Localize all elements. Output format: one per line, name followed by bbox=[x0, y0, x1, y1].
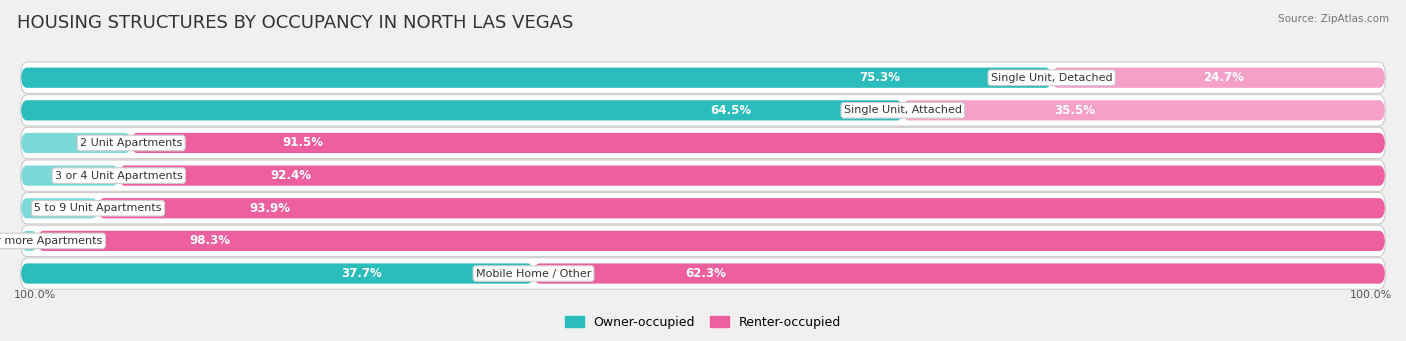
Text: HOUSING STRUCTURES BY OCCUPANCY IN NORTH LAS VEGAS: HOUSING STRUCTURES BY OCCUPANCY IN NORTH… bbox=[17, 14, 574, 32]
Text: 2 Unit Apartments: 2 Unit Apartments bbox=[80, 138, 183, 148]
FancyBboxPatch shape bbox=[903, 100, 1385, 120]
Text: 37.7%: 37.7% bbox=[342, 267, 382, 280]
FancyBboxPatch shape bbox=[98, 198, 1385, 218]
Text: 3 or 4 Unit Apartments: 3 or 4 Unit Apartments bbox=[55, 170, 183, 181]
FancyBboxPatch shape bbox=[21, 160, 1385, 191]
FancyBboxPatch shape bbox=[21, 165, 118, 186]
FancyBboxPatch shape bbox=[21, 258, 1385, 289]
FancyBboxPatch shape bbox=[21, 231, 38, 251]
FancyBboxPatch shape bbox=[1052, 68, 1385, 88]
FancyBboxPatch shape bbox=[38, 231, 1385, 251]
Text: Mobile Home / Other: Mobile Home / Other bbox=[475, 268, 591, 279]
Text: 91.5%: 91.5% bbox=[283, 136, 323, 149]
FancyBboxPatch shape bbox=[21, 198, 98, 218]
FancyBboxPatch shape bbox=[21, 68, 1052, 88]
FancyBboxPatch shape bbox=[21, 95, 1385, 126]
FancyBboxPatch shape bbox=[21, 100, 903, 120]
Text: 75.3%: 75.3% bbox=[859, 71, 900, 84]
FancyBboxPatch shape bbox=[21, 225, 1385, 256]
Text: 24.7%: 24.7% bbox=[1204, 71, 1244, 84]
FancyBboxPatch shape bbox=[131, 133, 1385, 153]
Text: 35.5%: 35.5% bbox=[1054, 104, 1095, 117]
Text: 5 to 9 Unit Apartments: 5 to 9 Unit Apartments bbox=[34, 203, 162, 213]
Text: Source: ZipAtlas.com: Source: ZipAtlas.com bbox=[1278, 14, 1389, 24]
Text: 10 or more Apartments: 10 or more Apartments bbox=[0, 236, 103, 246]
Legend: Owner-occupied, Renter-occupied: Owner-occupied, Renter-occupied bbox=[560, 311, 846, 334]
Text: 98.3%: 98.3% bbox=[188, 234, 231, 247]
Text: 92.4%: 92.4% bbox=[270, 169, 311, 182]
FancyBboxPatch shape bbox=[21, 193, 1385, 224]
FancyBboxPatch shape bbox=[21, 263, 533, 284]
FancyBboxPatch shape bbox=[21, 133, 131, 153]
Text: 62.3%: 62.3% bbox=[685, 267, 725, 280]
Text: 100.0%: 100.0% bbox=[1350, 290, 1392, 300]
Text: 64.5%: 64.5% bbox=[710, 104, 751, 117]
Text: Single Unit, Attached: Single Unit, Attached bbox=[844, 105, 962, 115]
FancyBboxPatch shape bbox=[118, 165, 1385, 186]
Text: 93.9%: 93.9% bbox=[250, 202, 291, 215]
FancyBboxPatch shape bbox=[21, 127, 1385, 159]
FancyBboxPatch shape bbox=[533, 263, 1385, 284]
Text: Single Unit, Detached: Single Unit, Detached bbox=[991, 73, 1112, 83]
FancyBboxPatch shape bbox=[21, 62, 1385, 93]
Text: 100.0%: 100.0% bbox=[14, 290, 56, 300]
